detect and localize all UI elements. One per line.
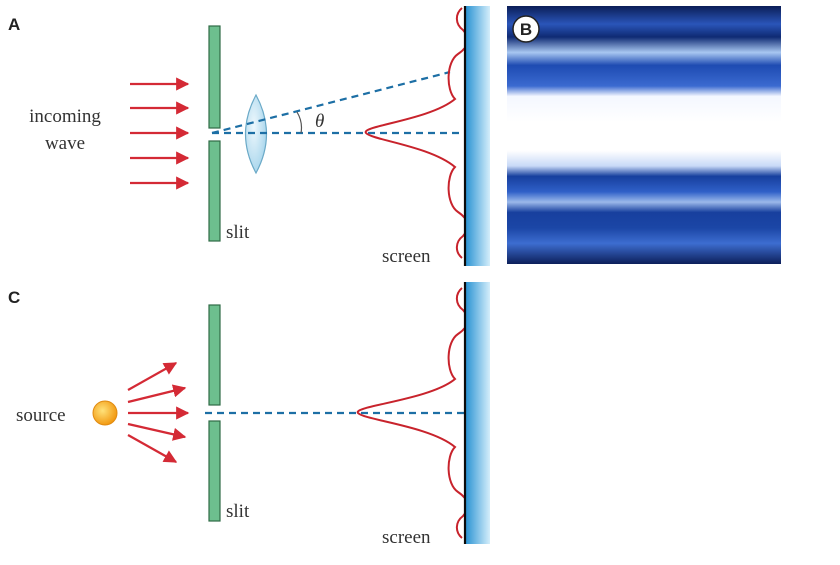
panel-c: C source slit screen <box>8 282 490 548</box>
diffraction-pattern-photo <box>507 6 781 264</box>
source-ray <box>127 422 187 441</box>
incoming-label-line2: wave <box>45 133 85 154</box>
screen-label: screen <box>382 246 431 267</box>
source-ray-arrows <box>127 362 190 463</box>
diffracted-ray <box>211 70 451 135</box>
angle-arc <box>296 111 303 134</box>
slit-barrier-top <box>208 304 221 406</box>
screen-panel <box>464 282 490 544</box>
source-ray <box>127 434 178 463</box>
slit-label: slit <box>226 501 250 522</box>
screen-panel <box>464 6 490 266</box>
slit-barrier-top <box>208 25 221 129</box>
screen-label: screen <box>382 527 431 548</box>
panel-b-badge <box>512 15 540 43</box>
panel-b: B <box>507 6 781 264</box>
angle-theta-label: θ <box>315 111 324 132</box>
point-source-icon <box>92 400 118 426</box>
panel-b-label: B <box>520 20 532 39</box>
panel-a-label: A <box>8 15 20 34</box>
incoming-label-line1: incoming <box>29 106 101 127</box>
source-ray <box>127 362 178 391</box>
slit-label: slit <box>226 222 250 243</box>
source-label: source <box>16 405 66 426</box>
panel-a: A incoming wave θ slit screen <box>8 6 490 267</box>
slit-barrier-bottom <box>208 420 221 522</box>
incoming-wave-arrows <box>130 77 190 190</box>
slit-barrier-bottom <box>208 140 221 242</box>
panel-c-label: C <box>8 288 20 307</box>
source-ray <box>127 384 187 404</box>
